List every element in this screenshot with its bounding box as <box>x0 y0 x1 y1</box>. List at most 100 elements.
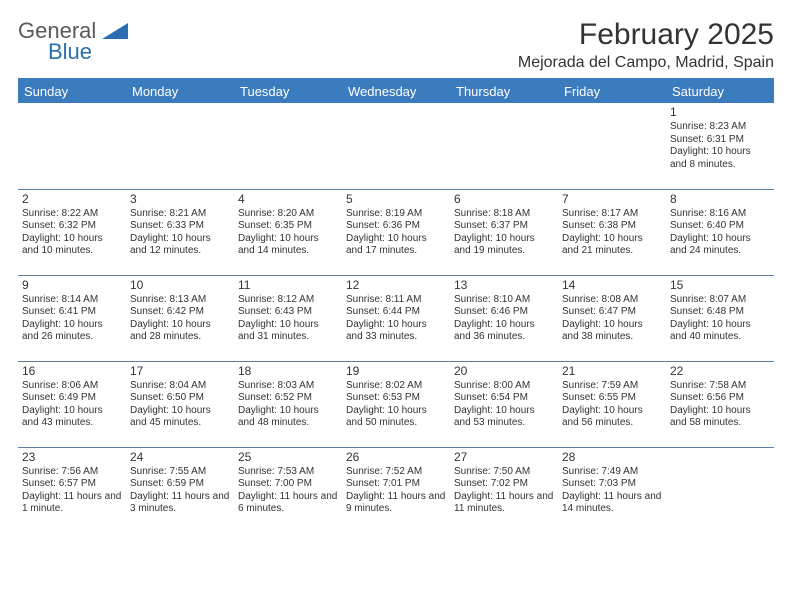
sunset-line: Sunset: 6:48 PM <box>670 306 770 319</box>
daylight-line: Daylight: 10 hours and 10 minutes. <box>22 233 122 258</box>
calendar-cell: 16Sunrise: 8:06 AMSunset: 6:49 PMDayligh… <box>18 361 126 447</box>
daylight-line: Daylight: 10 hours and 56 minutes. <box>562 405 662 430</box>
sunrise-line: Sunrise: 7:56 AM <box>22 466 122 479</box>
day-number: 23 <box>22 450 122 465</box>
day-number: 17 <box>130 364 230 379</box>
daylight-line: Daylight: 10 hours and 38 minutes. <box>562 319 662 344</box>
daylight-line: Daylight: 10 hours and 8 minutes. <box>670 146 770 171</box>
calendar-body: 1Sunrise: 8:23 AMSunset: 6:31 PMDaylight… <box>18 103 774 533</box>
sunset-line: Sunset: 6:35 PM <box>238 220 338 233</box>
daylight-line: Daylight: 11 hours and 6 minutes. <box>238 491 338 516</box>
logo-text: General Blue <box>18 18 128 65</box>
calendar-cell: 26Sunrise: 7:52 AMSunset: 7:01 PMDayligh… <box>342 447 450 533</box>
calendar-cell: 5Sunrise: 8:19 AMSunset: 6:36 PMDaylight… <box>342 189 450 275</box>
sunrise-line: Sunrise: 7:50 AM <box>454 466 554 479</box>
daylight-line: Daylight: 10 hours and 26 minutes. <box>22 319 122 344</box>
day-number: 9 <box>22 278 122 293</box>
sunrise-line: Sunrise: 8:19 AM <box>346 208 446 221</box>
day-number: 24 <box>130 450 230 465</box>
day-number: 8 <box>670 192 770 207</box>
calendar-cell: 4Sunrise: 8:20 AMSunset: 6:35 PMDaylight… <box>234 189 342 275</box>
logo: General Blue <box>18 18 128 65</box>
day-number: 2 <box>22 192 122 207</box>
sunset-line: Sunset: 6:46 PM <box>454 306 554 319</box>
calendar-cell <box>666 447 774 533</box>
calendar-cell: 15Sunrise: 8:07 AMSunset: 6:48 PMDayligh… <box>666 275 774 361</box>
sunset-line: Sunset: 6:56 PM <box>670 392 770 405</box>
daylight-line: Daylight: 10 hours and 12 minutes. <box>130 233 230 258</box>
sunset-line: Sunset: 6:50 PM <box>130 392 230 405</box>
calendar-cell: 19Sunrise: 8:02 AMSunset: 6:53 PMDayligh… <box>342 361 450 447</box>
daylight-line: Daylight: 10 hours and 48 minutes. <box>238 405 338 430</box>
daylight-line: Daylight: 11 hours and 3 minutes. <box>130 491 230 516</box>
day-number: 1 <box>670 105 770 120</box>
calendar-cell: 20Sunrise: 8:00 AMSunset: 6:54 PMDayligh… <box>450 361 558 447</box>
sunrise-line: Sunrise: 8:12 AM <box>238 294 338 307</box>
page-subtitle: Mejorada del Campo, Madrid, Spain <box>518 54 774 72</box>
sunset-line: Sunset: 6:43 PM <box>238 306 338 319</box>
sunrise-line: Sunrise: 8:00 AM <box>454 380 554 393</box>
daylight-line: Daylight: 11 hours and 1 minute. <box>22 491 122 516</box>
day-number: 7 <box>562 192 662 207</box>
day-number: 12 <box>346 278 446 293</box>
sunrise-line: Sunrise: 7:52 AM <box>346 466 446 479</box>
calendar-cell <box>126 103 234 189</box>
sunset-line: Sunset: 6:32 PM <box>22 220 122 233</box>
sunset-line: Sunset: 7:00 PM <box>238 478 338 491</box>
sunrise-line: Sunrise: 7:53 AM <box>238 466 338 479</box>
daylight-line: Daylight: 11 hours and 11 minutes. <box>454 491 554 516</box>
calendar-week: 16Sunrise: 8:06 AMSunset: 6:49 PMDayligh… <box>18 361 774 447</box>
calendar-cell: 3Sunrise: 8:21 AMSunset: 6:33 PMDaylight… <box>126 189 234 275</box>
col-header: Tuesday <box>234 80 342 103</box>
sunset-line: Sunset: 6:55 PM <box>562 392 662 405</box>
day-number: 18 <box>238 364 338 379</box>
calendar-cell: 2Sunrise: 8:22 AMSunset: 6:32 PMDaylight… <box>18 189 126 275</box>
calendar-cell: 18Sunrise: 8:03 AMSunset: 6:52 PMDayligh… <box>234 361 342 447</box>
day-number: 21 <box>562 364 662 379</box>
sunset-line: Sunset: 6:47 PM <box>562 306 662 319</box>
calendar-cell: 1Sunrise: 8:23 AMSunset: 6:31 PMDaylight… <box>666 103 774 189</box>
sunrise-line: Sunrise: 8:13 AM <box>130 294 230 307</box>
sunrise-line: Sunrise: 8:10 AM <box>454 294 554 307</box>
daylight-line: Daylight: 10 hours and 40 minutes. <box>670 319 770 344</box>
day-number: 27 <box>454 450 554 465</box>
calendar-week: 1Sunrise: 8:23 AMSunset: 6:31 PMDaylight… <box>18 103 774 189</box>
logo-triangle-icon <box>102 19 128 45</box>
daylight-line: Daylight: 10 hours and 19 minutes. <box>454 233 554 258</box>
day-number: 15 <box>670 278 770 293</box>
sunset-line: Sunset: 6:59 PM <box>130 478 230 491</box>
sunrise-line: Sunrise: 8:04 AM <box>130 380 230 393</box>
day-number: 22 <box>670 364 770 379</box>
calendar-cell: 10Sunrise: 8:13 AMSunset: 6:42 PMDayligh… <box>126 275 234 361</box>
calendar-cell: 12Sunrise: 8:11 AMSunset: 6:44 PMDayligh… <box>342 275 450 361</box>
daylight-line: Daylight: 10 hours and 31 minutes. <box>238 319 338 344</box>
day-number: 28 <box>562 450 662 465</box>
daylight-line: Daylight: 10 hours and 58 minutes. <box>670 405 770 430</box>
day-number: 14 <box>562 278 662 293</box>
sunrise-line: Sunrise: 8:08 AM <box>562 294 662 307</box>
sunset-line: Sunset: 6:41 PM <box>22 306 122 319</box>
sunrise-line: Sunrise: 7:58 AM <box>670 380 770 393</box>
calendar-cell: 27Sunrise: 7:50 AMSunset: 7:02 PMDayligh… <box>450 447 558 533</box>
calendar-cell: 7Sunrise: 8:17 AMSunset: 6:38 PMDaylight… <box>558 189 666 275</box>
daylight-line: Daylight: 10 hours and 28 minutes. <box>130 319 230 344</box>
sunrise-line: Sunrise: 8:22 AM <box>22 208 122 221</box>
day-number: 10 <box>130 278 230 293</box>
sunrise-line: Sunrise: 8:16 AM <box>670 208 770 221</box>
daylight-line: Daylight: 10 hours and 45 minutes. <box>130 405 230 430</box>
daylight-line: Daylight: 10 hours and 33 minutes. <box>346 319 446 344</box>
day-number: 16 <box>22 364 122 379</box>
sunset-line: Sunset: 6:52 PM <box>238 392 338 405</box>
sunrise-line: Sunrise: 8:11 AM <box>346 294 446 307</box>
daylight-line: Daylight: 11 hours and 14 minutes. <box>562 491 662 516</box>
calendar-cell: 21Sunrise: 7:59 AMSunset: 6:55 PMDayligh… <box>558 361 666 447</box>
daylight-line: Daylight: 10 hours and 43 minutes. <box>22 405 122 430</box>
calendar-week: 23Sunrise: 7:56 AMSunset: 6:57 PMDayligh… <box>18 447 774 533</box>
calendar-header-row: SundayMondayTuesdayWednesdayThursdayFrid… <box>18 80 774 103</box>
calendar-cell: 28Sunrise: 7:49 AMSunset: 7:03 PMDayligh… <box>558 447 666 533</box>
sunset-line: Sunset: 6:33 PM <box>130 220 230 233</box>
calendar-cell: 24Sunrise: 7:55 AMSunset: 6:59 PMDayligh… <box>126 447 234 533</box>
day-number: 5 <box>346 192 446 207</box>
calendar-cell <box>234 103 342 189</box>
page-title: February 2025 <box>518 18 774 52</box>
